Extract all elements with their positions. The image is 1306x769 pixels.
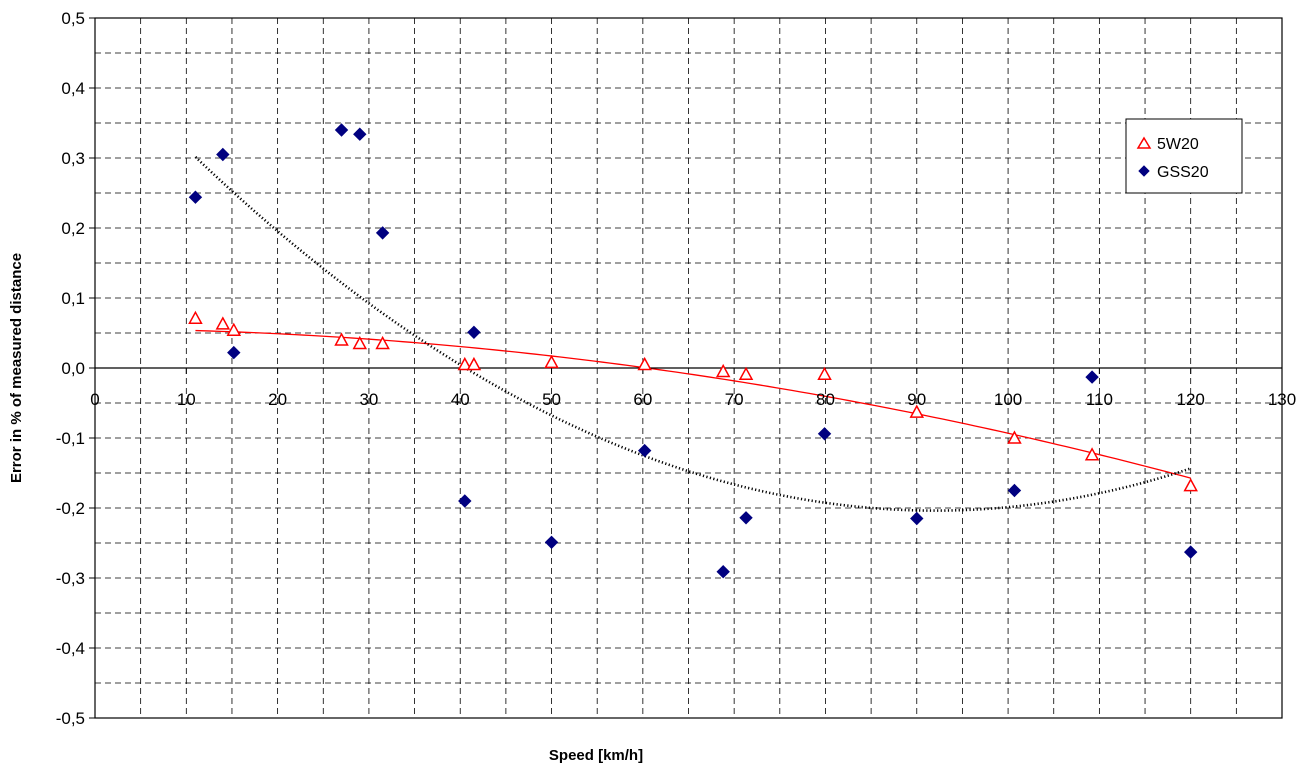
- y-tick-label: 0,5: [61, 9, 85, 28]
- x-tick-label: 30: [359, 390, 378, 409]
- data-point-gss20: [188, 190, 203, 204]
- series-gss20: [188, 123, 1198, 579]
- data-point-gss20: [227, 345, 241, 360]
- trendline-gss20: [194, 156, 1192, 512]
- legend-marker-gss20: [1138, 165, 1150, 177]
- x-tick-label: 80: [816, 390, 835, 409]
- data-point-5w20: [215, 316, 231, 330]
- legend-label-gss20: GSS20: [1157, 164, 1209, 181]
- data-point-5w20: [375, 335, 390, 350]
- y-tick-label: 0,4: [61, 79, 85, 98]
- y-tick-label: -0,1: [56, 429, 85, 448]
- x-tick-label: 130: [1268, 390, 1296, 409]
- legend-item-5w20: 5W20: [1136, 136, 1199, 153]
- y-axis-title: Error in % of measured distance: [8, 253, 25, 483]
- data-points: [188, 123, 1198, 579]
- y-tick-label: 0,0: [61, 359, 85, 378]
- y-tick-label: -0,4: [56, 639, 85, 658]
- data-point-gss20: [637, 443, 652, 458]
- y-tick-label: -0,3: [56, 569, 85, 588]
- data-point-gss20: [1085, 370, 1099, 384]
- data-point-5w20: [1084, 447, 1100, 461]
- data-point-5w20: [466, 356, 482, 371]
- data-point-5w20: [352, 335, 368, 350]
- y-axis-ticks: -0,5 -0,4 -0,3 -0,2 -0,1 0,0 0,1 0,2 0,3 0,4 0,5: [56, 9, 95, 728]
- y-tick-label: -0,5: [56, 709, 85, 728]
- legend-item-gss20: GSS20: [1138, 164, 1209, 181]
- data-point-gss20: [1007, 483, 1022, 498]
- x-tick-label: 120: [1177, 390, 1205, 409]
- data-point-5w20: [334, 332, 349, 346]
- data-point-5w20: [715, 363, 731, 378]
- data-point-5w20: [909, 404, 925, 418]
- x-tick-label: 110: [1086, 390, 1113, 409]
- x-axis-title: Speed [km/h]: [549, 747, 643, 764]
- data-point-gss20: [910, 511, 924, 526]
- x-tick-label: 10: [177, 390, 196, 409]
- data-point-5w20: [738, 366, 754, 381]
- data-point-5w20: [457, 356, 473, 371]
- x-tick-label: 40: [451, 390, 470, 409]
- data-point-gss20: [375, 226, 390, 240]
- data-point-gss20: [817, 427, 832, 441]
- data-point-gss20: [353, 127, 367, 141]
- x-tick-label: 100: [994, 390, 1022, 409]
- data-point-5w20: [637, 356, 652, 371]
- data-point-5w20: [1183, 478, 1198, 492]
- data-point-gss20: [458, 494, 472, 508]
- data-point-gss20: [467, 325, 481, 340]
- trendline-5w20: [195, 329, 1191, 479]
- data-point-5w20: [544, 354, 559, 369]
- series-5w20: [188, 310, 1198, 492]
- data-point-5w20: [1007, 430, 1022, 444]
- y-tick-label: 0,3: [61, 149, 85, 168]
- data-point-gss20: [334, 123, 349, 137]
- data-point-5w20: [817, 366, 832, 381]
- data-point-gss20: [216, 147, 230, 162]
- legend: 5W20 GSS20: [1125, 118, 1243, 194]
- x-tick-label: 0: [90, 390, 99, 409]
- y-tick-label: -0,2: [56, 499, 85, 518]
- x-tick-label: 20: [268, 390, 287, 409]
- y-tick-label: 0,1: [61, 289, 85, 308]
- data-point-gss20: [739, 511, 753, 525]
- x-tick-label: 50: [542, 390, 561, 409]
- x-axis-ticks: 0 10 20 30 40 50 60 70 80 90 100 110 120 130: [90, 368, 1296, 409]
- data-point-gss20: [716, 564, 730, 579]
- y-tick-label: 0,2: [61, 219, 85, 238]
- legend-box: [1125, 118, 1243, 194]
- data-point-5w20: [188, 310, 203, 325]
- data-point-5w20: [226, 322, 242, 336]
- x-tick-label: 90: [907, 390, 926, 409]
- trendlines: [194, 156, 1192, 512]
- x-tick-label: 60: [633, 390, 652, 409]
- legend-label-5w20: 5W20: [1157, 136, 1199, 153]
- legend-marker-5w20: [1136, 136, 1152, 149]
- data-point-gss20: [1183, 545, 1198, 559]
- x-tick-label: 70: [725, 390, 744, 409]
- data-point-gss20: [544, 535, 559, 550]
